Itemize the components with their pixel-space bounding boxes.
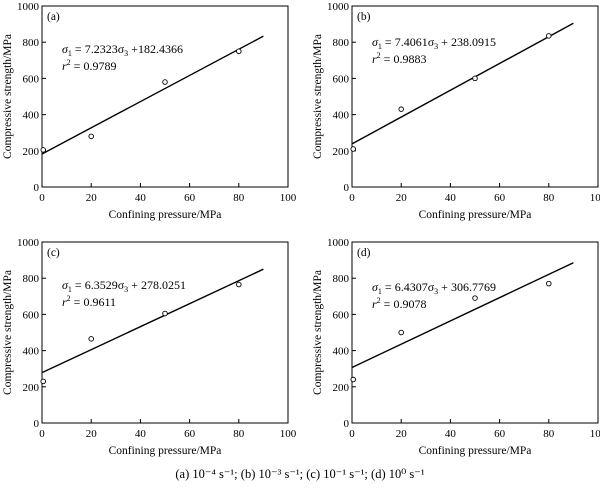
data-point [350, 376, 356, 383]
x-tick-label: 60 [494, 428, 506, 440]
x-tick-label: 40 [135, 428, 147, 440]
y-tick-label: 600 [333, 73, 350, 85]
y-tick-label: 400 [23, 346, 40, 358]
x-tick-label: 80 [543, 192, 555, 204]
y-tick-label: 200 [23, 146, 40, 158]
fit-equation: σ1 = 7.4061σ3 + 238.0915 [372, 35, 496, 51]
x-tick-label: 20 [396, 192, 408, 204]
x-tick-label: 100 [280, 428, 297, 440]
x-axis-label: Confining pressure/MPa [109, 209, 222, 221]
fit-equation: σ1 = 6.4307σ3 + 306.7769 [372, 280, 496, 296]
y-tick-label: 800 [333, 37, 350, 49]
data-point [546, 33, 552, 39]
y-tick-label: 600 [333, 309, 350, 321]
x-tick-label: 0 [349, 192, 355, 204]
x-tick-label: 0 [39, 428, 45, 440]
x-tick-label: 100 [280, 192, 297, 204]
y-tick-label: 0 [344, 418, 350, 430]
data-point [162, 310, 168, 317]
fit-equation: σ1 = 6.3529σ3 + 278.0251 [62, 278, 186, 294]
data-point [162, 79, 168, 85]
plot-frame [41, 241, 289, 424]
data-point [398, 329, 404, 336]
x-tick-label: 80 [233, 192, 245, 204]
x-tick-label: 20 [396, 428, 408, 440]
x-tick-label: 60 [494, 192, 506, 204]
plot-frame [351, 241, 599, 424]
y-axis-label: Compressive strength/MPa [312, 270, 324, 395]
panel-label: (b) [357, 11, 371, 23]
r-squared: r2 = 0.9078 [372, 296, 426, 311]
y-tick-label: 1000 [327, 1, 350, 13]
y-axis-label: Compressive strength/MPa [2, 34, 14, 159]
panel-label: (c) [47, 247, 60, 259]
y-tick-label: 400 [333, 346, 350, 358]
x-tick-label: 80 [233, 428, 245, 440]
x-tick-label: 60 [184, 192, 196, 204]
x-tick-label: 20 [86, 192, 98, 204]
y-tick-label: 1000 [17, 1, 40, 13]
y-tick-label: 0 [34, 418, 40, 430]
x-tick-label: 100 [590, 192, 600, 204]
r-squared: r2 = 0.9611 [62, 294, 116, 309]
x-axis-label: Confining pressure/MPa [109, 445, 222, 457]
x-tick-label: 40 [445, 428, 457, 440]
y-tick-label: 200 [23, 382, 40, 394]
y-tick-label: 200 [333, 382, 350, 394]
fit-equation: σ1 = 7.2323σ3 +182.4366 [62, 42, 183, 58]
data-point [546, 280, 552, 287]
y-axis-label: Compressive strength/MPa [2, 270, 14, 395]
figure-caption: (a) 10⁻⁴ s⁻¹; (b) 10⁻³ s⁻¹; (c) 10⁻¹ s⁻¹… [175, 467, 424, 481]
x-tick-label: 0 [349, 428, 355, 440]
data-point [88, 133, 94, 140]
plot-frame [41, 5, 289, 188]
y-axis-label: Compressive strength/MPa [312, 34, 324, 159]
panel-label: (d) [357, 247, 371, 259]
y-tick-label: 0 [344, 182, 350, 194]
x-axis-label: Confining pressure/MPa [419, 445, 532, 457]
y-tick-label: 200 [333, 146, 350, 158]
x-tick-label: 40 [445, 192, 457, 204]
y-tick-label: 800 [23, 37, 40, 49]
fit-line [41, 268, 264, 374]
y-tick-label: 400 [333, 110, 350, 122]
r-squared: r2 = 0.9883 [372, 51, 426, 66]
y-tick-label: 1000 [327, 237, 350, 249]
x-tick-label: 80 [543, 428, 555, 440]
x-axis-label: Confining pressure/MPa [419, 209, 532, 221]
data-point [88, 336, 94, 342]
x-tick-label: 100 [590, 428, 600, 440]
fit-line [351, 262, 574, 369]
y-tick-label: 600 [23, 309, 40, 321]
y-tick-label: 400 [23, 110, 40, 122]
plot-frame [351, 5, 599, 188]
fit-line [351, 22, 574, 145]
fit-line [41, 35, 264, 155]
data-point [350, 146, 356, 152]
data-point [40, 378, 46, 385]
data-point [472, 75, 478, 82]
y-tick-label: 800 [23, 273, 40, 285]
x-tick-label: 0 [39, 192, 45, 204]
data-point [236, 281, 242, 288]
data-point [472, 295, 478, 301]
data-point [236, 48, 242, 55]
y-tick-label: 600 [23, 73, 40, 85]
y-tick-label: 800 [333, 273, 350, 285]
r-squared: r2 = 0.9789 [62, 58, 116, 73]
data-point [40, 147, 46, 153]
x-tick-label: 20 [86, 428, 98, 440]
x-tick-label: 40 [135, 192, 147, 204]
panel-label: (a) [47, 11, 60, 23]
data-point [398, 106, 404, 112]
y-tick-label: 0 [34, 182, 40, 194]
y-tick-label: 1000 [17, 237, 40, 249]
x-tick-label: 60 [184, 428, 196, 440]
